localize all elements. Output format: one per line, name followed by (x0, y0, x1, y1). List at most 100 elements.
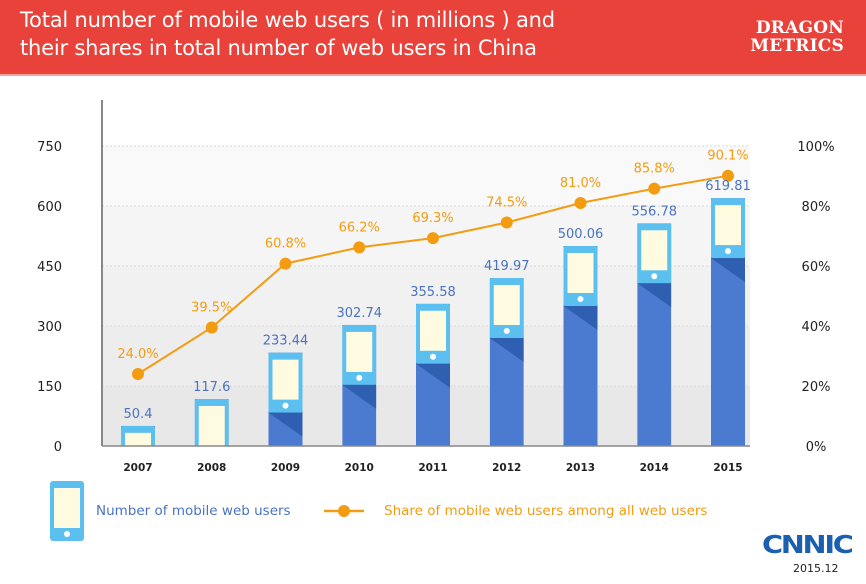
share-value-label: 60.8% (265, 237, 306, 252)
legend-label-bars: Number of mobile web users (96, 503, 291, 519)
brand-logo-line-1: DRAGON (755, 18, 844, 38)
bar-value-label: 500.06 (558, 227, 604, 242)
bar (563, 245, 598, 446)
bar-value-label: 619.81 (705, 179, 751, 194)
phone-button (651, 273, 658, 280)
x-axis-tick-label: 2013 (566, 462, 595, 474)
axes: 0 150 300 450 600 750 0% 20% 40% 60% 80% 100% 2007 20… (37, 100, 835, 474)
share-value-label: 66.2% (339, 220, 380, 235)
brand-logo: DRAGON METRICS (750, 19, 844, 55)
bar-value-label: 302.74 (337, 306, 383, 321)
left-axis-tick-label: 0 (54, 440, 62, 455)
share-point (132, 368, 144, 380)
x-axis-tick-label: 2012 (492, 462, 521, 474)
bar-value-label: 117.6 (193, 380, 230, 395)
share-value-label: 81.0% (560, 176, 601, 191)
right-axis-tick-label: 60% (802, 260, 831, 275)
phone-screen (420, 310, 446, 351)
phone-button (64, 531, 70, 537)
share-value-label: 24.0% (117, 347, 158, 362)
phone-screen (715, 205, 741, 246)
bar (489, 278, 524, 446)
bar (416, 303, 450, 446)
left-axis-tick-label: 450 (37, 260, 62, 275)
chart-title-line-1: Total number of mobile web users ( in mi… (20, 8, 555, 32)
share-value-label: 90.1% (707, 149, 748, 164)
cnnic-logo: CNNIC (762, 530, 854, 559)
header-banner: Total number of mobile web users ( in mi… (0, 0, 866, 76)
left-axis-tick-label: 150 (37, 380, 62, 395)
plot-band (102, 146, 750, 206)
bar-value-label: 556.78 (632, 204, 678, 219)
phone-screen (54, 488, 80, 528)
bar (268, 352, 303, 446)
share-point (722, 169, 734, 182)
share-point (500, 216, 513, 229)
bar-shadow (268, 412, 303, 437)
right-axis-tick-label: 0% (806, 440, 827, 455)
share-point (205, 321, 218, 334)
legend-point (338, 505, 350, 517)
share-point (574, 197, 587, 209)
chart-title-line-2: their shares in total number of web user… (20, 36, 537, 60)
right-axis-tick-label: 40% (802, 320, 831, 335)
share-point (427, 232, 439, 245)
x-axis-tick-label: 2008 (197, 462, 226, 474)
source-date: 2015.12 (793, 562, 839, 575)
share-value-label: 85.8% (634, 162, 675, 177)
bar (711, 198, 745, 446)
bar-value-label: 419.97 (484, 259, 530, 274)
bar-value-label: 50.4 (124, 407, 153, 422)
x-axis-tick-label: 2007 (123, 462, 152, 474)
bar (194, 398, 229, 455)
bar (637, 223, 672, 446)
phone-button (725, 248, 731, 255)
share-value-label: 39.5% (191, 301, 232, 316)
phone-button (135, 476, 141, 482)
phone-button (430, 353, 436, 360)
phone-screen (272, 359, 299, 400)
line-series (132, 169, 734, 380)
left-axis-tick-label: 600 (37, 200, 62, 215)
right-axis-tick-label: 80% (802, 200, 831, 215)
phone-screen (641, 230, 668, 271)
phone-button (577, 295, 584, 302)
phone-screen (346, 331, 373, 372)
x-axis-tick-label: 2015 (713, 462, 742, 474)
phone-button (503, 328, 510, 335)
data-labels: 50.4 117.6 233.44 302.74 355.58 419.97 500.06 5… (117, 149, 750, 422)
share-point (279, 257, 292, 270)
bar (121, 425, 155, 482)
phone-screen (567, 252, 594, 293)
right-axis-tick-label: 20% (802, 380, 831, 395)
bar-shadow (637, 283, 672, 308)
phone-button (282, 402, 289, 409)
share-point (648, 182, 661, 195)
share-value-label: 69.3% (412, 211, 453, 226)
brand-logo-line-2: METRICS (750, 36, 844, 56)
bar-shadow (416, 363, 450, 388)
bar (342, 324, 377, 446)
bar-series (121, 198, 745, 482)
x-axis-tick-label: 2009 (271, 462, 300, 474)
x-axis-tick-label: 2014 (640, 462, 669, 474)
phone-screen (198, 405, 225, 446)
bar-shadow (489, 338, 524, 363)
phone-button (356, 374, 363, 381)
legend-phone-icon (50, 481, 84, 541)
phone-screen (125, 432, 151, 446)
right-axis-tick-label: 100% (797, 140, 834, 155)
bar-shadow (711, 258, 745, 283)
bar-value-label: 233.44 (263, 334, 309, 349)
share-point (353, 241, 366, 254)
phone-button (209, 449, 215, 455)
phone-screen (493, 285, 520, 326)
left-axis-tick-label: 300 (37, 320, 62, 335)
x-axis-tick-label: 2010 (345, 462, 374, 474)
bar-shadow (342, 384, 377, 409)
bar-shadow (563, 305, 598, 330)
legend-markers (50, 481, 364, 541)
legend-line-icon (324, 505, 364, 517)
x-axis-tick-label: 2011 (418, 462, 447, 474)
